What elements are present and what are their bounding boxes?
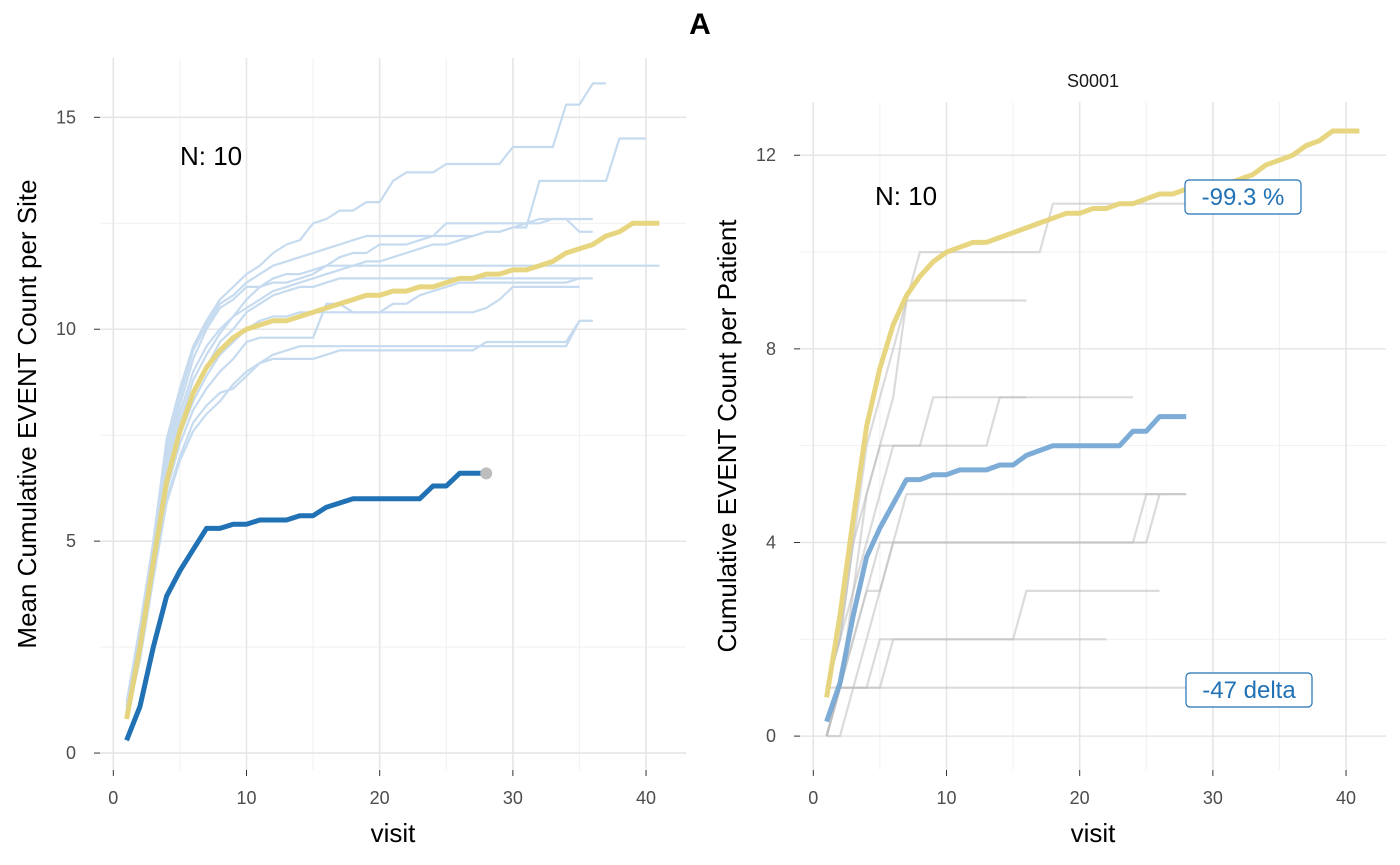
boxed-label-frame — [1185, 672, 1313, 708]
y-tick-label: 4 — [766, 532, 776, 552]
x-tick-label: 20 — [1070, 788, 1090, 808]
boxed-label: -47 delta — [1185, 672, 1313, 708]
x-axis-title: visit — [371, 818, 417, 848]
y-tick-label: 5 — [66, 531, 76, 551]
facet-strip-label: S0001 — [1067, 71, 1119, 91]
y-tick-label: 0 — [766, 726, 776, 746]
figure-title: A — [689, 8, 711, 41]
patient-line — [825, 493, 1161, 737]
overall-mean-line — [824, 128, 1360, 698]
n-count-label: N: 10 — [875, 181, 937, 211]
site-line — [125, 137, 646, 707]
endpoint-marker — [480, 467, 493, 480]
site-line — [125, 319, 593, 720]
n-count-label: N: 10 — [180, 141, 242, 171]
x-tick-label: 10 — [236, 788, 256, 808]
overall-mean-line — [124, 220, 660, 720]
patient-line — [825, 686, 1187, 737]
y-tick-label: 0 — [66, 743, 76, 763]
right-panel: 0 10 20 30 40 0 4 8 12 visit Cumulative EVENT Coun… — [712, 71, 1386, 848]
site-line — [125, 217, 593, 711]
site-line — [125, 277, 593, 716]
x-tick-label: 40 — [1336, 788, 1356, 808]
site-line — [125, 264, 660, 711]
highlight-line — [824, 414, 1187, 723]
x-tick-label: 0 — [108, 788, 118, 808]
x-tick-label: 20 — [370, 788, 390, 808]
x-tick-label: 0 — [808, 788, 818, 808]
patient-line — [825, 396, 1133, 688]
minor-gridlines — [100, 58, 686, 770]
x-axis-title: visit — [1071, 818, 1117, 848]
x-tick-label: 30 — [1203, 788, 1223, 808]
y-axis-title: Mean Cumulative EVENT Count per Site — [12, 179, 42, 648]
patient-line — [826, 396, 1027, 689]
boxed-label-text: -99.3 % — [1202, 184, 1285, 211]
x-tick-label: 40 — [636, 788, 656, 808]
patient-line — [825, 299, 1027, 688]
y-tick-label: 8 — [766, 339, 776, 359]
x-tick-label: 30 — [503, 788, 523, 808]
site-line — [125, 319, 593, 716]
patient-line — [825, 589, 1160, 737]
site-line — [125, 217, 593, 707]
y-tick-label: 15 — [56, 107, 76, 127]
highlight-line — [124, 470, 487, 742]
y-tick-label: 12 — [756, 145, 776, 165]
patient-line — [826, 638, 1107, 738]
x-tick-label: 10 — [936, 788, 956, 808]
boxed-label: -99.3 % — [1184, 179, 1302, 215]
site-line — [125, 82, 607, 703]
y-tick-label: 10 — [56, 319, 76, 339]
y-axis-title: Cumulative EVENT Count per Patient — [712, 219, 742, 653]
boxed-label-frame — [1184, 179, 1302, 215]
boxed-label-text: -47 delta — [1202, 677, 1296, 704]
left-panel: 0 10 20 30 40 0 5 10 15 visit Mean Cumulative EVEN… — [12, 58, 686, 848]
